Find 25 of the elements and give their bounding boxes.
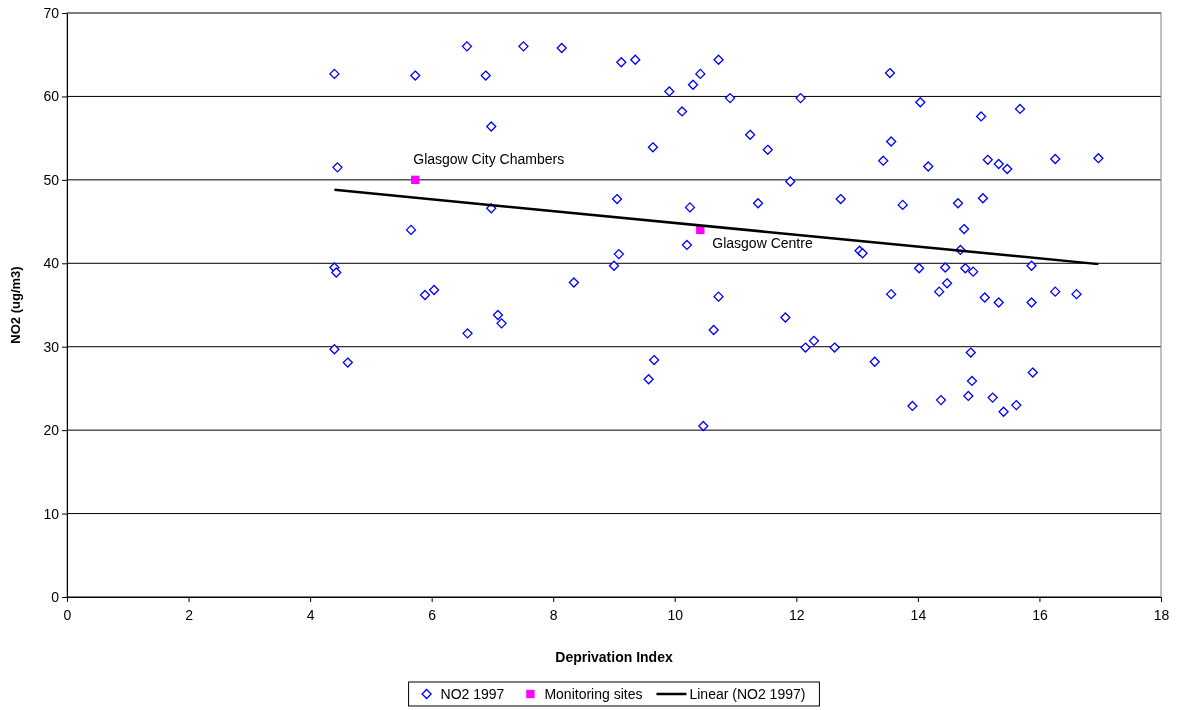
y-tick-label: 10 (43, 505, 60, 522)
y-tick-label: 50 (43, 171, 60, 188)
x-tick-label: 10 (667, 607, 684, 624)
legend-label: NO2 1997 (440, 686, 505, 702)
annotation: Glasgow City Chambers (413, 150, 565, 167)
y-tick-label: 60 (43, 88, 60, 105)
annotation: Glasgow Centre (712, 234, 813, 251)
legend-label: Linear (NO2 1997) (689, 686, 806, 702)
y-tick-label: 0 (51, 588, 60, 605)
x-tick-label: 12 (789, 607, 805, 624)
x-tick-label: 8 (549, 607, 558, 624)
x-axis-title: Deprivation Index (555, 649, 673, 665)
x-tick-label: 4 (306, 607, 315, 624)
x-tick-label: 0 (63, 607, 72, 624)
x-tick-label: 14 (910, 607, 927, 624)
y-tick-label: 20 (43, 422, 60, 439)
x-tick-label: 2 (185, 607, 194, 624)
y-axis-title: NO2 (ug/m3) (8, 266, 23, 344)
x-tick-label: 6 (428, 607, 437, 624)
x-tick-label: 18 (1153, 607, 1170, 624)
y-tick-label: 40 (43, 255, 60, 272)
y-tick-label: 30 (43, 338, 60, 355)
x-tick-label: 16 (1032, 607, 1048, 624)
legend-label: Monitoring sites (544, 686, 643, 702)
y-tick-label: 70 (43, 4, 60, 21)
